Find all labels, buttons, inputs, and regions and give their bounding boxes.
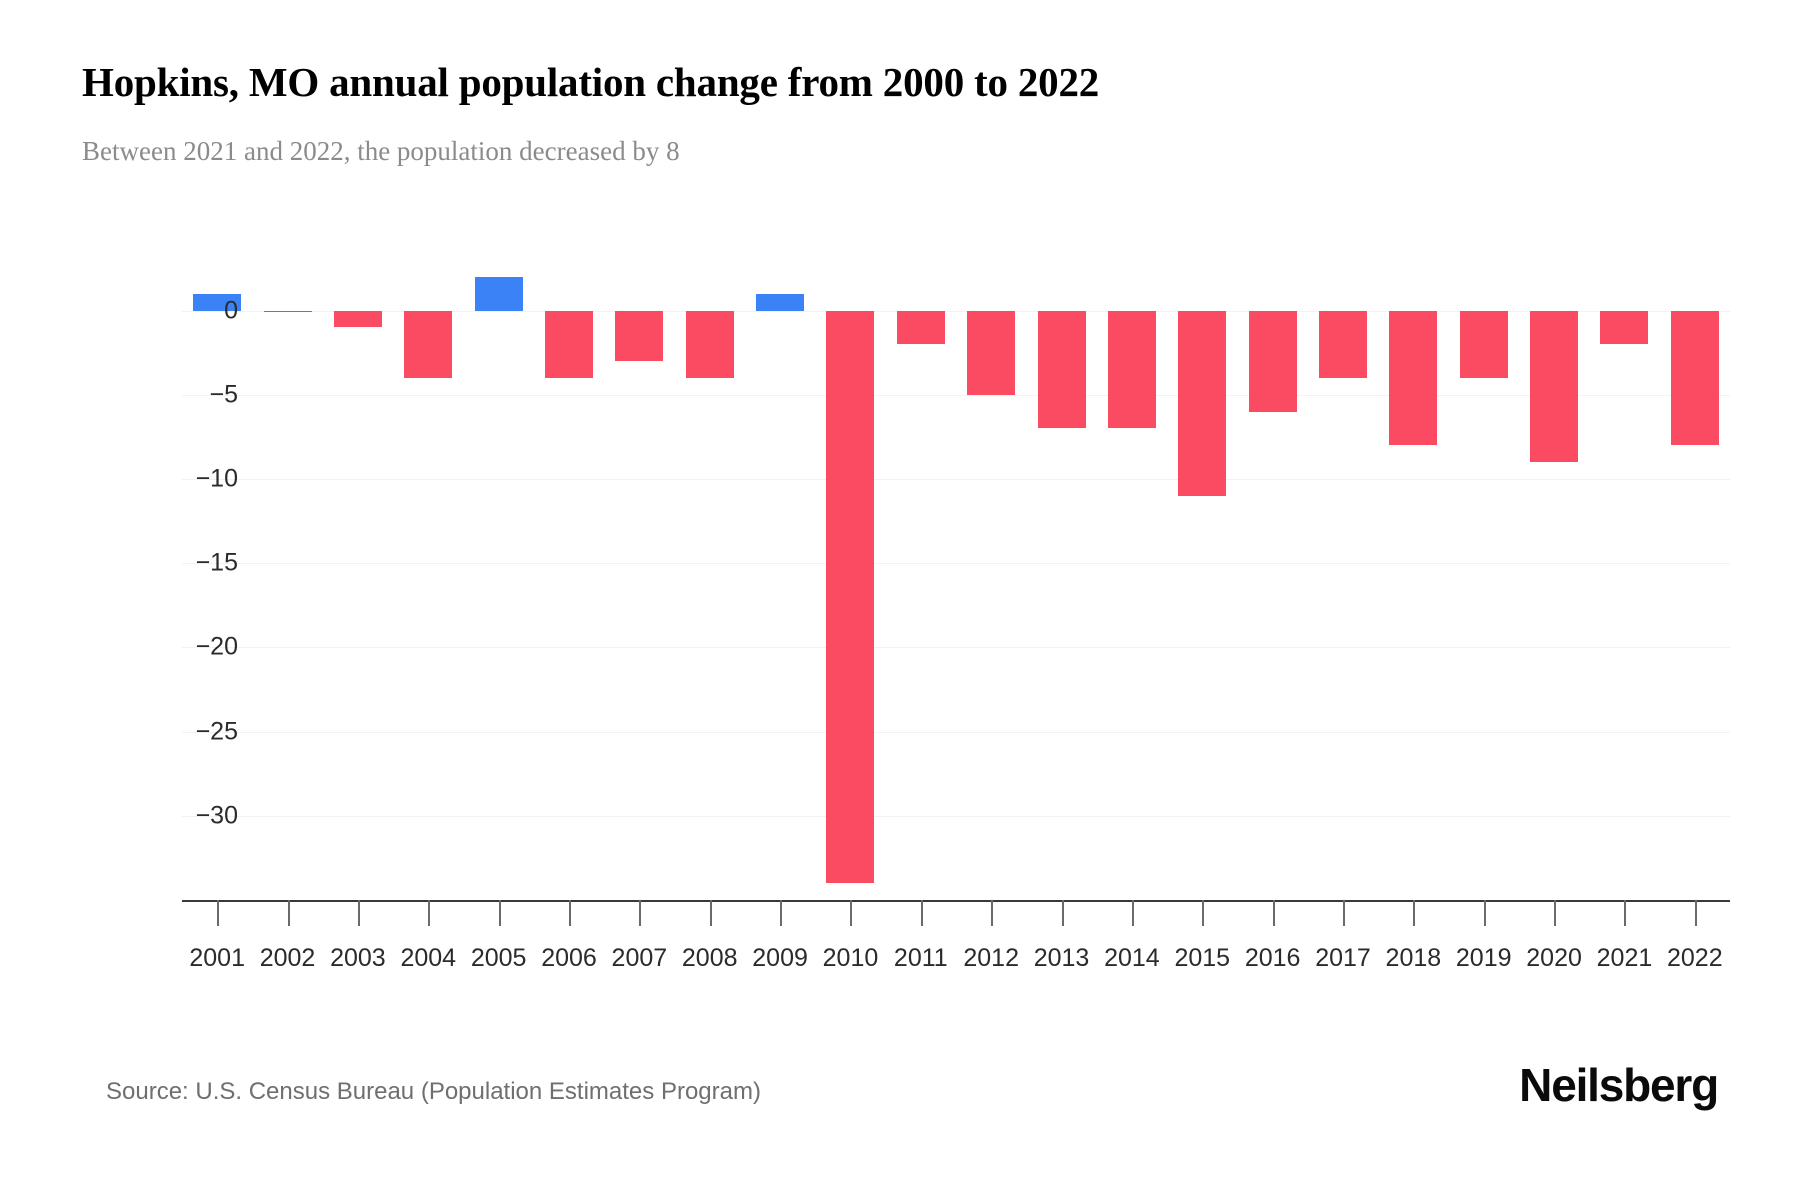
x-axis-tick-mark [1272, 900, 1275, 926]
bar-2007[interactable] [615, 310, 664, 362]
y-axis-tick-label: −30 [195, 801, 238, 830]
x-axis-tick-label: 2022 [1667, 944, 1723, 972]
gridline [182, 394, 1730, 396]
bars-group [182, 260, 1730, 900]
page-title: Hopkins, MO annual population change fro… [82, 59, 1100, 105]
x-axis-tick-mark [1554, 900, 1557, 926]
bar-2005[interactable] [474, 276, 523, 311]
y-axis-tick-label: −5 [209, 380, 238, 409]
x-axis-tick-label: 2011 [893, 944, 948, 972]
bar-2011[interactable] [896, 310, 945, 345]
x-axis-tick-mark [780, 900, 783, 926]
x-axis-tick-mark [287, 900, 290, 926]
bar-2002[interactable] [263, 310, 312, 312]
bar-2003[interactable] [333, 310, 382, 328]
x-axis-tick-mark [1694, 900, 1697, 926]
plot-area [182, 260, 1730, 900]
x-axis-tick-mark [217, 900, 220, 926]
y-axis-tick-label: 0 [224, 296, 238, 325]
x-axis-tick-label: 2020 [1526, 944, 1582, 972]
bar-2006[interactable] [545, 310, 593, 378]
y-axis-tick-label: −25 [195, 717, 238, 746]
x-axis-tick-mark [1624, 900, 1627, 926]
x-axis-tick-label: 2001 [189, 944, 245, 972]
bar-2014[interactable] [1107, 310, 1156, 429]
x-axis-tick-mark [1202, 900, 1205, 926]
y-axis-tick-label: −10 [195, 464, 238, 493]
gridline [182, 563, 1730, 565]
x-axis-tick-label: 2017 [1315, 944, 1371, 972]
bar-2021[interactable] [1600, 310, 1649, 345]
bar-2019[interactable] [1459, 310, 1508, 378]
x-axis-tick-mark [1061, 900, 1064, 926]
bar-2015[interactable] [1178, 310, 1227, 496]
x-axis-tick-mark [357, 900, 360, 926]
gridline [182, 731, 1730, 733]
x-axis-tick-mark [709, 900, 712, 926]
x-axis-tick-label: 2008 [681, 944, 738, 972]
x-axis-tick-mark [1343, 900, 1345, 926]
x-axis-tick-label: 2018 [1385, 944, 1442, 972]
x-axis-tick-label: 2012 [963, 944, 1019, 972]
source-note: Source: U.S. Census Bureau (Population E… [106, 1078, 761, 1105]
bar-2017[interactable] [1319, 310, 1367, 378]
x-axis-tick-mark [569, 900, 571, 926]
bar-2020[interactable] [1530, 310, 1579, 463]
x-axis-tick-label: 2006 [541, 944, 597, 972]
gridlines [182, 260, 1730, 900]
bar-2018[interactable] [1389, 310, 1438, 446]
y-axis-tick-label: −15 [195, 548, 238, 577]
x-axis-tick-label: 2010 [822, 944, 879, 972]
bar-2010[interactable] [826, 310, 875, 884]
x-axis-tick-label: 2014 [1104, 944, 1160, 972]
bar-2012[interactable] [967, 310, 1016, 395]
x-axis-tick-mark [1413, 900, 1416, 926]
x-axis-line [182, 900, 1730, 902]
x-axis-tick-mark [1131, 900, 1134, 926]
bar-2016[interactable] [1248, 310, 1297, 412]
x-axis-tick-label: 2007 [611, 944, 668, 972]
gridline [182, 478, 1730, 480]
bar-2022[interactable] [1670, 310, 1719, 446]
x-axis-tick-mark [428, 900, 431, 926]
bar-2004[interactable] [404, 310, 453, 378]
x-axis-tick-label: 2015 [1174, 944, 1231, 972]
x-axis-tick-label: 2009 [752, 944, 808, 972]
gridline [182, 815, 1730, 817]
brand-logo: Neilsberg [1519, 1059, 1719, 1111]
x-axis-tick-label: 2019 [1455, 944, 1512, 972]
chart-subtitle: Between 2021 and 2022, the population de… [82, 136, 680, 166]
gridline [182, 310, 1730, 312]
y-axis-tick-label: −20 [195, 632, 238, 661]
x-axis-tick-mark [991, 900, 994, 926]
x-axis-tick-label: 2021 [1596, 944, 1653, 972]
x-axis-tick-mark [639, 900, 642, 926]
bar-2008[interactable] [685, 310, 734, 378]
x-axis-tick-label: 2004 [400, 944, 457, 972]
bar-2013[interactable] [1037, 310, 1086, 429]
x-axis-tick-mark [1483, 900, 1486, 926]
bar-2009[interactable] [756, 293, 805, 311]
bar-2001[interactable] [193, 293, 242, 311]
gridline [182, 647, 1730, 649]
x-axis-tick-label: 2013 [1033, 944, 1090, 972]
x-axis-tick-label: 2005 [470, 944, 527, 972]
x-axis-tick-label: 2002 [259, 944, 316, 972]
x-axis-tick-mark [920, 900, 923, 926]
x-axis-tick-mark [498, 900, 501, 926]
x-axis-tick-label: 2016 [1244, 944, 1301, 972]
x-axis-tick-mark [850, 900, 853, 926]
x-axis-tick-label: 2003 [330, 944, 386, 972]
